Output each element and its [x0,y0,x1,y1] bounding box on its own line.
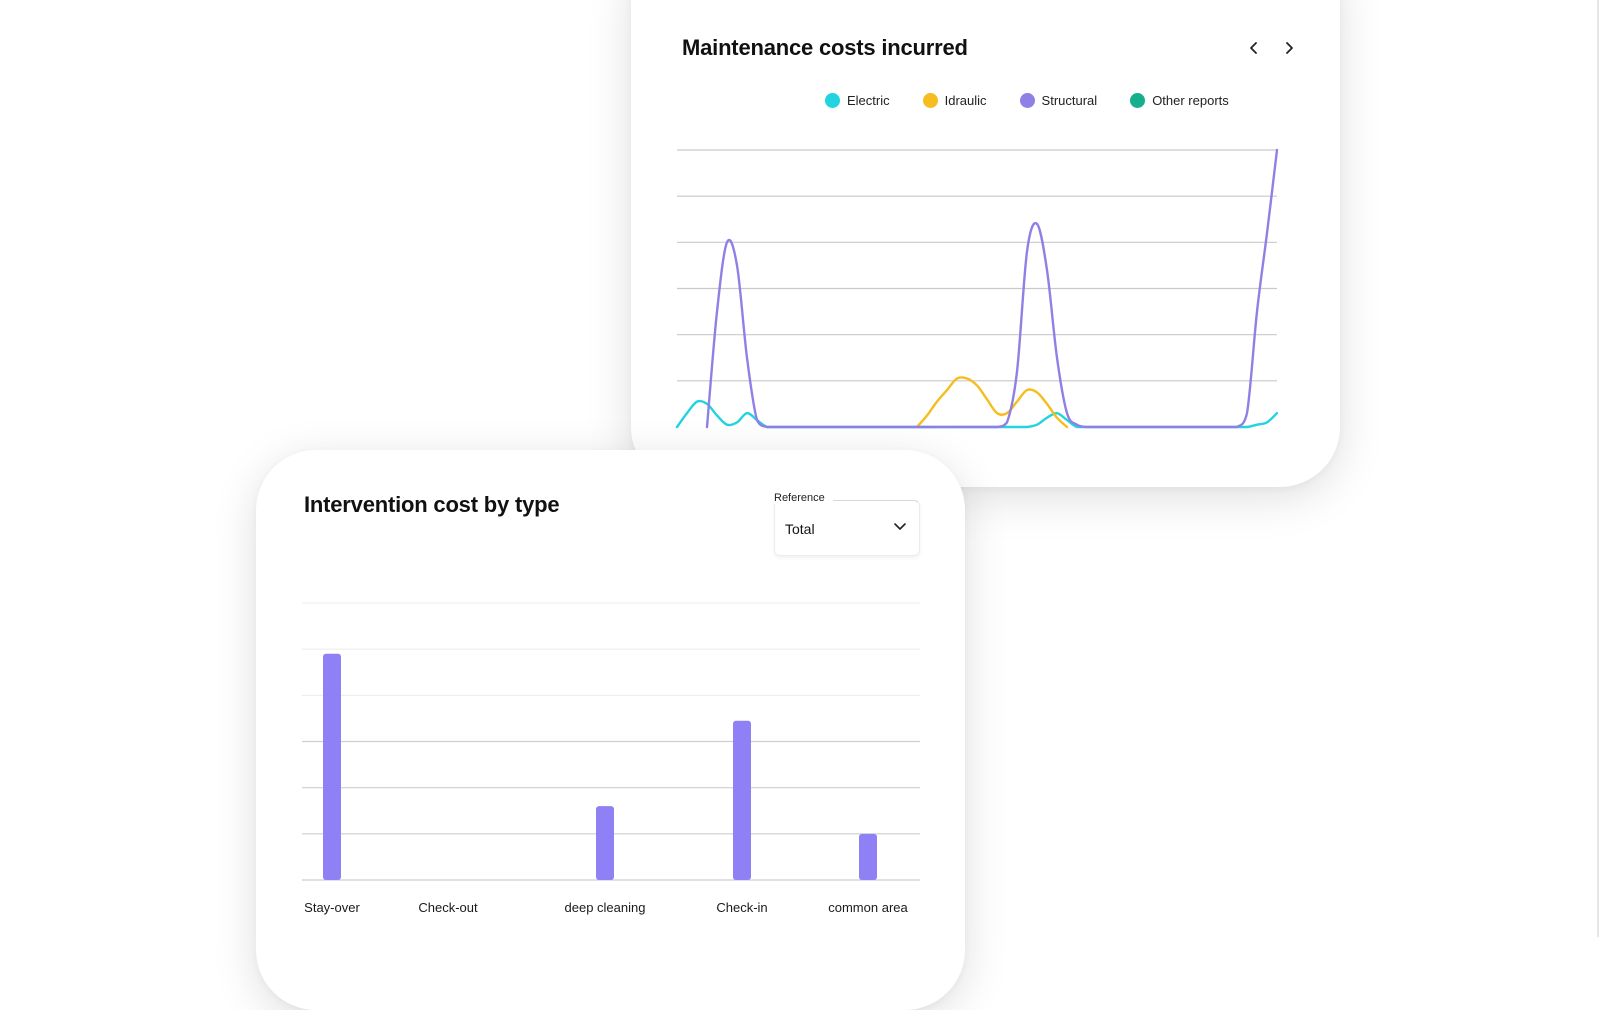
bar[interactable] [733,720,751,880]
line-chart-title: Maintenance costs incurred [682,35,968,60]
reference-select[interactable]: Total Reference [774,492,920,556]
legend-label: Structural [1041,93,1098,108]
next-button[interactable] [1278,37,1300,59]
chart-legend: Electric Idraulic Structural Other repor… [825,93,1229,108]
line-series-idraulic[interactable] [915,376,1069,429]
legend-dot-idraulic [922,93,938,108]
line-chart [675,148,1279,429]
x-tick-label: Stay-over [304,900,360,915]
reference-select-value: Total [785,521,815,537]
legend-label: Electric [847,93,890,108]
legend-dot-electric [825,93,840,108]
legend-dot-structural [1019,93,1035,108]
legend-item-electric[interactable]: Electric [825,93,890,108]
x-tick-label: deep cleaning [565,900,646,915]
chevron-right-icon [1286,42,1293,54]
x-tick-label: common area [828,900,908,915]
legend-label: Other reports [1152,93,1229,108]
bar[interactable] [859,833,877,880]
maintenance-costs-card: Maintenance costs incurred Electric Idra… [631,0,1340,487]
x-tick-label: Check-in [716,900,767,915]
window-edge [1597,0,1599,937]
legend-dot-other-reports [1130,93,1146,108]
legend-item-other-reports[interactable]: Other reports [1130,93,1229,108]
chevron-down-icon [894,523,906,530]
bar-chart: Stay-over Check-out deep cleaning Check-in c… [302,602,920,915]
reference-label: Reference [774,492,833,504]
bar-chart-title: Intervention cost by type [304,492,560,517]
line-series-structural[interactable] [705,148,1279,429]
previous-button[interactable] [1243,37,1265,59]
x-tick-label: Check-out [418,900,478,915]
intervention-cost-card: Stay-over Check-out deep cleaning Check-in c… [256,450,965,1010]
legend-item-idraulic[interactable]: Idraulic [922,93,987,108]
legend-item-structural[interactable]: Structural [1019,93,1098,108]
line-series-electric[interactable] [675,399,1279,429]
legend-label: Idraulic [944,93,987,108]
bar[interactable] [323,653,341,880]
bar[interactable] [596,806,614,880]
chevron-left-icon [1250,42,1257,54]
reference-select-box[interactable]: Total [774,500,920,556]
